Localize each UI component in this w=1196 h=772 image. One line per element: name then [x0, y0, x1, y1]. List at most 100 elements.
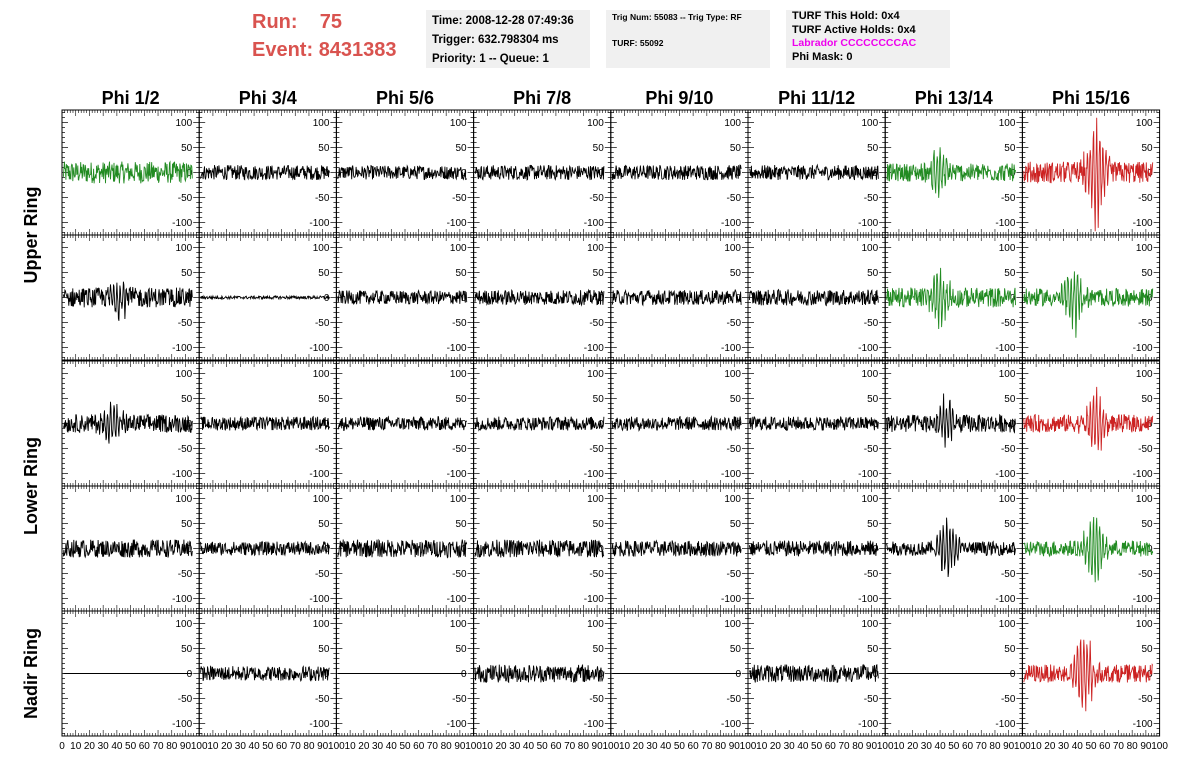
- y-tick-label: 0: [873, 419, 879, 430]
- y-tick-label: 50: [593, 519, 605, 530]
- row-label: Upper Ring: [21, 187, 41, 284]
- y-tick-label: 0: [324, 168, 330, 179]
- trig-num-text: Trig Num: 55083 -- Trig Type: RF: [612, 12, 742, 22]
- event-line: Event: 8431383: [252, 36, 397, 64]
- y-tick-label: -100: [172, 594, 192, 605]
- y-tick-label: -100: [309, 218, 329, 229]
- y-tick-label: 100: [999, 369, 1016, 380]
- y-tick-label: 100: [862, 243, 879, 254]
- y-tick-label: 100: [999, 118, 1016, 129]
- y-tick-label: 50: [318, 519, 330, 530]
- y-tick-label: -100: [995, 469, 1015, 480]
- y-tick-label: 100: [1136, 243, 1153, 254]
- y-tick-label: -100: [858, 218, 878, 229]
- waveform-trace: [748, 540, 879, 557]
- y-tick-label: 50: [867, 143, 879, 154]
- waveform-trace: [611, 539, 742, 558]
- y-tick-label: 100: [724, 243, 741, 254]
- y-tick-label: -100: [1133, 469, 1153, 480]
- y-tick-label: 50: [455, 143, 467, 154]
- y-tick-label: -50: [1138, 193, 1153, 204]
- y-tick-label: 50: [730, 268, 742, 279]
- waveform-trace: [474, 288, 605, 307]
- waveform-trace: [886, 517, 1016, 578]
- y-tick-label: 50: [318, 394, 330, 405]
- y-tick-label: -100: [995, 218, 1015, 229]
- y-tick-label: -100: [447, 594, 467, 605]
- y-tick-label: -50: [315, 444, 330, 455]
- waveform-trace: [474, 164, 605, 182]
- y-tick-label: 50: [730, 143, 742, 154]
- turf-active-text: TURF Active Holds: 0x4: [792, 23, 916, 36]
- column-header: Phi 1/2: [102, 88, 160, 108]
- y-tick-label: -50: [727, 318, 742, 329]
- run-label: Run:: [252, 11, 298, 33]
- y-tick-label: 50: [1004, 394, 1016, 405]
- y-tick-label: -100: [995, 594, 1015, 605]
- y-tick-label: 0: [735, 293, 741, 304]
- waveform-trace: [748, 415, 879, 432]
- y-tick-label: -100: [172, 218, 192, 229]
- waveform-trace: [611, 414, 742, 432]
- y-tick-label: 100: [313, 494, 330, 505]
- y-tick-label: -50: [1001, 193, 1016, 204]
- y-tick-label: 50: [318, 143, 330, 154]
- y-tick-label: 100: [862, 118, 879, 129]
- y-tick-label: 50: [593, 268, 605, 279]
- waveform-trace: [1023, 386, 1154, 451]
- y-tick-label: 100: [176, 494, 193, 505]
- y-tick-label: -100: [172, 469, 192, 480]
- y-tick-label: 50: [867, 519, 879, 530]
- y-tick-label: 100: [176, 118, 193, 129]
- y-tick-label: 50: [181, 143, 193, 154]
- waveform-trace: [748, 288, 879, 307]
- y-tick-label: -50: [727, 193, 742, 204]
- y-tick-label: -50: [452, 318, 467, 329]
- event-value: 8431383: [318, 39, 397, 61]
- y-tick-label: 0: [735, 544, 741, 555]
- y-tick-label: 100: [176, 369, 193, 380]
- y-tick-label: 50: [455, 268, 467, 279]
- y-tick-label: -50: [1138, 318, 1153, 329]
- y-tick-label: 100: [450, 243, 467, 254]
- y-tick-label: -100: [309, 594, 329, 605]
- y-tick-label: 100: [176, 243, 193, 254]
- waveform-trace: [474, 416, 605, 432]
- priority-text: Priority: 1 -- Queue: 1: [432, 53, 549, 65]
- column-header: Phi 11/12: [778, 88, 855, 108]
- y-tick-label: -50: [864, 569, 879, 580]
- y-tick-label: 100: [313, 243, 330, 254]
- y-tick-label: 50: [1004, 268, 1016, 279]
- y-tick-label: -100: [995, 343, 1015, 354]
- y-tick-label: -100: [309, 343, 329, 354]
- y-tick-label: -50: [727, 444, 742, 455]
- y-tick-label: 50: [181, 394, 193, 405]
- y-tick-label: -50: [1001, 318, 1016, 329]
- y-tick-label: 0: [461, 293, 467, 304]
- y-tick-label: -100: [1133, 343, 1153, 354]
- y-tick-label: -50: [452, 193, 467, 204]
- waveform-trace: [1023, 117, 1154, 232]
- y-tick-label: -50: [589, 193, 604, 204]
- time-text: Time: 2008-12-28 07:49:36: [432, 15, 574, 27]
- waveform-trace: [200, 540, 330, 557]
- y-tick-label: -50: [589, 444, 604, 455]
- y-tick-label: 100: [587, 369, 604, 380]
- waveform-trace: [1023, 271, 1154, 338]
- column-header: Phi 15/16: [1052, 88, 1130, 108]
- y-tick-label: 50: [1141, 268, 1153, 279]
- y-tick-label: -50: [589, 318, 604, 329]
- turf-info-box: TURF This Hold: 0x4 TURF Active Holds: 0…: [786, 10, 950, 68]
- y-tick-label: 100: [450, 494, 467, 505]
- waveform-trace: [62, 281, 193, 321]
- y-tick-label: -50: [589, 569, 604, 580]
- y-tick-label: -50: [452, 569, 467, 580]
- waveform-trace: [886, 267, 1016, 330]
- y-tick-label: 100: [724, 118, 741, 129]
- column-header: Phi 3/4: [239, 88, 297, 108]
- y-tick-label: 100: [999, 243, 1016, 254]
- y-tick-label: 0: [187, 544, 193, 555]
- waveform-trace: [337, 538, 468, 559]
- waveform-trace: [886, 393, 1016, 448]
